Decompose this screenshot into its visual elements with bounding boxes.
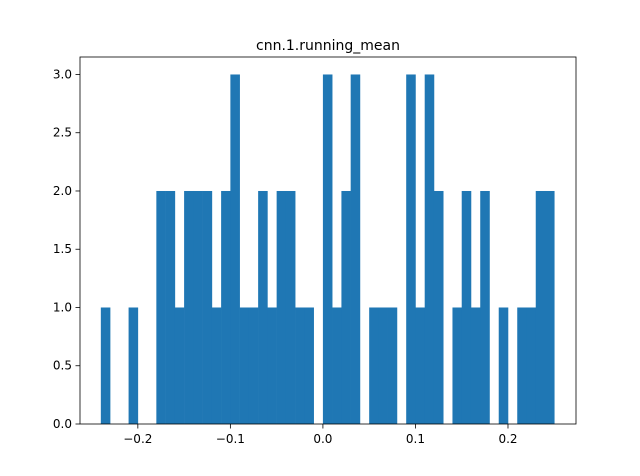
histogram-bar <box>239 307 250 424</box>
histogram-bar <box>406 74 416 424</box>
histogram-bar <box>470 307 481 424</box>
histogram-bar <box>276 190 287 424</box>
histogram-bar <box>248 307 259 424</box>
y-tick-label: 0.0 <box>53 417 72 431</box>
x-axis: −0.2 −0.1 0.0 0.1 0.2 <box>123 424 518 446</box>
histogram-bar <box>517 307 527 424</box>
x-tick-label: 0.0 <box>313 432 332 446</box>
x-tick-label: −0.1 <box>216 432 245 446</box>
x-tick-label: −0.2 <box>123 432 152 446</box>
histogram-bar <box>341 190 351 424</box>
histogram-bar <box>156 190 166 424</box>
histogram-bar <box>452 307 463 424</box>
histogram-bar <box>480 190 490 424</box>
histogram-bar <box>350 74 361 424</box>
histogram-bar <box>461 190 472 424</box>
histogram-bar <box>100 307 111 424</box>
x-tick-label: 0.1 <box>406 432 425 446</box>
histogram-bar <box>545 190 555 424</box>
histogram-bar <box>304 307 314 424</box>
histogram-bar <box>165 190 176 424</box>
y-tick-label: 2.0 <box>53 184 72 198</box>
y-tick-label: 1.5 <box>53 242 72 256</box>
histogram-bar <box>174 307 185 424</box>
histogram-bar <box>369 307 379 424</box>
histogram-bar <box>258 190 268 424</box>
histogram-bar <box>211 307 222 424</box>
x-tick-label: 0.2 <box>498 432 517 446</box>
histogram-bar <box>526 307 537 424</box>
histogram-bar <box>322 74 333 424</box>
histogram-bars <box>100 74 555 424</box>
histogram-bar <box>184 190 194 424</box>
chart-title: cnn.1.running_mean <box>256 38 400 54</box>
histogram-bar <box>378 307 388 424</box>
histogram-bar <box>424 74 435 424</box>
histogram-bar <box>128 307 139 424</box>
histogram-bar <box>193 190 203 424</box>
y-tick-label: 1.0 <box>53 300 72 314</box>
y-axis: 0.0 0.5 1.0 1.5 2.0 2.5 3.0 <box>53 67 80 431</box>
histogram-bar <box>221 190 231 424</box>
histogram-bar <box>433 190 444 424</box>
histogram-bar <box>285 190 296 424</box>
histogram-bar <box>498 307 509 424</box>
histogram-bar <box>295 307 305 424</box>
y-tick-label: 2.5 <box>53 126 72 140</box>
histogram-bar <box>230 74 240 424</box>
plot-area-frame <box>79 56 577 425</box>
histogram-bar <box>202 190 213 424</box>
histogram-bar <box>332 307 342 424</box>
y-tick-label: 3.0 <box>53 67 72 81</box>
histogram-bar <box>535 190 546 424</box>
histogram-bar <box>387 307 398 424</box>
y-tick-label: 0.5 <box>53 359 72 373</box>
histogram-bar <box>415 307 426 424</box>
histogram-bar <box>267 307 277 424</box>
